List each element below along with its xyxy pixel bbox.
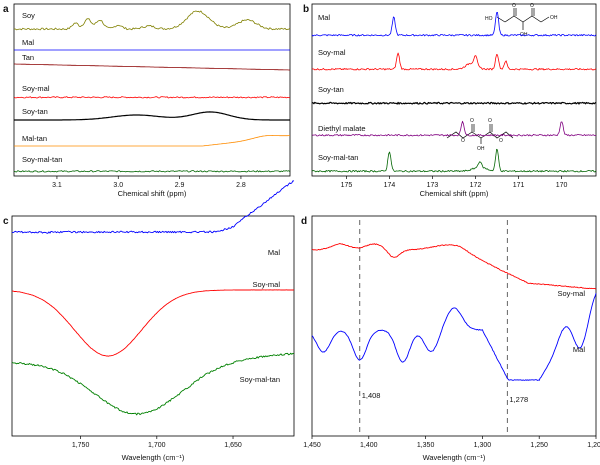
- panel-b-letter: b: [303, 4, 309, 15]
- panel-c-series-soy-mal: [12, 289, 295, 357]
- panel-d-series-soy-mal: [312, 243, 597, 290]
- panel-a-x-tick-label: 2.8: [236, 182, 246, 189]
- panel-c-series-label: Mal: [268, 248, 280, 257]
- svg-text:O: O: [470, 118, 474, 124]
- panel-d-series-label: Soy-mal: [557, 289, 585, 298]
- panel-b-x-tick-label: 171: [513, 182, 525, 189]
- panel-c-x-axis-label: Wavelength (cm⁻¹): [122, 453, 185, 462]
- panel-a-series-tan: [14, 63, 290, 71]
- panel-b-x-tick-label: 175: [341, 182, 353, 189]
- panel-a-x-tick-label: 3.1: [52, 182, 62, 189]
- panel-b-x-axis-label: Chemical shift (ppm): [420, 189, 489, 198]
- panel-c-frame: [11, 215, 295, 437]
- panel-c-series-label: Soy-mal: [252, 280, 280, 289]
- panel-d-x-tick-label: 1,300: [474, 442, 492, 449]
- panel-a-x-axis-label: Chemical shift (ppm): [118, 189, 187, 198]
- panel-d-series-mal: [311, 293, 597, 381]
- panel-b-x-tick-label: 172: [470, 182, 482, 189]
- panel-c-x-tick-label: 1,700: [148, 442, 166, 449]
- panel-c-series-soy-mal-tan: [11, 352, 295, 416]
- panel-b-series-mal: [311, 12, 597, 37]
- panel-d-x-tick-label: 1,350: [417, 442, 435, 449]
- panel-b-series-soy-mal: [311, 52, 597, 71]
- panel-a: a Soy Mal Tan Soy-mal Soy-tan Mal-tan Soy-mal-…: [3, 3, 291, 198]
- svg-text:OH: OH: [520, 32, 528, 38]
- panel-a-series-label: Soy-tan: [22, 107, 48, 116]
- svg-text:O: O: [512, 3, 516, 9]
- panel-a-series-label: Tan: [22, 53, 34, 62]
- panel-d-frame: [311, 215, 597, 437]
- panel-d: d 1,408 1,278 Soy-mal Mal 1,450 1,400 1,350 1…: [301, 215, 600, 462]
- panel-b-series-soy-tan: [311, 101, 597, 105]
- panel-b-series-label: Soy-tan: [318, 85, 344, 94]
- panel-c-x-tick-label: 1,750: [72, 442, 90, 449]
- malic-acid-structure: [496, 8, 550, 30]
- panel-d-x-axis-label: Wavelength (cm⁻¹): [423, 453, 486, 462]
- panel-a-series-soy: [13, 10, 291, 31]
- panel-a-x-tick-label: 3.0: [113, 182, 123, 189]
- panel-b-series-label: Soy-mal: [318, 48, 346, 57]
- panel-b-series-soy-mal-tan: [311, 148, 597, 173]
- svg-text:O: O: [488, 118, 492, 124]
- panel-d-x-tick-label: 1,200: [587, 442, 600, 449]
- panel-c-series-label: Soy-mal-tan: [240, 375, 280, 384]
- panel-d-x-tick-label: 1,400: [360, 442, 378, 449]
- diethyl-malate-structure: [446, 124, 514, 144]
- panel-d-x-tick-label: 1,250: [530, 442, 548, 449]
- panel-a-series-label: Soy-mal-tan: [22, 155, 62, 164]
- panel-c-series-mal: [11, 180, 295, 234]
- panel-c-letter: c: [3, 216, 9, 227]
- panel-b-x-tick-label: 174: [384, 182, 396, 189]
- panel-a-series-label: Mal: [22, 38, 34, 47]
- panel-a-series-mal-tan: [14, 135, 290, 147]
- svg-text:HO: HO: [485, 16, 493, 22]
- panel-a-series-label: Mal-tan: [22, 134, 47, 143]
- malic-acid-atoms: HO OH O O OH: [485, 3, 558, 38]
- panel-b-x-tick-label: 173: [427, 182, 439, 189]
- panel-d-series-label: Mal: [573, 345, 585, 354]
- svg-text:OH: OH: [550, 15, 558, 21]
- svg-text:OH: OH: [477, 146, 485, 152]
- diethyl-malate-atoms: O O O O OH: [461, 118, 503, 152]
- svg-text:O: O: [530, 3, 534, 9]
- panel-b-series-label: Diethyl malate: [318, 124, 366, 133]
- panel-c-x-tick-label: 1,650: [224, 442, 242, 449]
- panel-a-frame: [13, 3, 291, 177]
- panel-a-x-tick-label: 2.9: [175, 182, 185, 189]
- panel-b: b HO OH O O OH O: [303, 3, 597, 198]
- panel-b-series-label: Mal: [318, 13, 330, 22]
- panel-b-series-label: Soy-mal-tan: [318, 153, 358, 162]
- panel-b-x-tick-label: 170: [556, 182, 568, 189]
- panel-a-letter: a: [3, 4, 9, 15]
- panel-b-series-diethyl-malate: [311, 120, 597, 137]
- panel-b-frame: [311, 3, 597, 177]
- panel-d-annotation-label: 1,278: [509, 395, 528, 404]
- panel-a-series-soy-mal-tan: [13, 170, 291, 173]
- panel-a-series-soy-tan: [14, 111, 290, 121]
- panel-a-series-label: Soy: [22, 11, 35, 20]
- panel-d-x-tick-label: 1,450: [303, 442, 321, 449]
- svg-text:O: O: [499, 138, 503, 144]
- panel-a-series-label: Soy-mal: [22, 84, 50, 93]
- panel-d-letter: d: [301, 216, 307, 227]
- panel-d-annotation-label: 1,408: [362, 391, 381, 400]
- svg-text:O: O: [461, 138, 465, 144]
- panel-a-series-soy-mal: [13, 96, 291, 99]
